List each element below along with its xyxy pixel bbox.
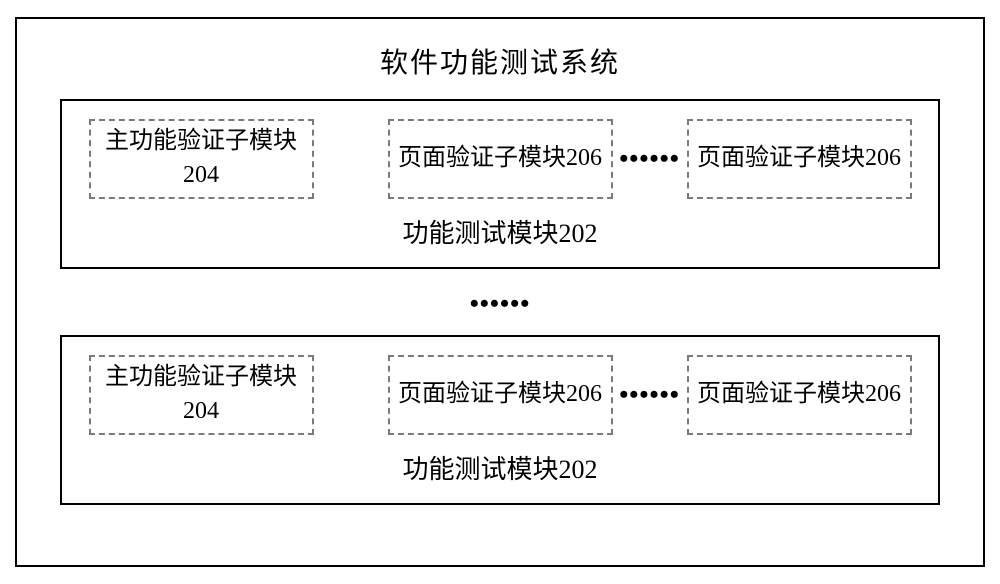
module-label: 功能测试模块202 bbox=[402, 213, 597, 250]
submodule-row: 主功能验证子模块204 页面验证子模块206 •••••• 页面验证子模块206 bbox=[62, 355, 938, 435]
ellipsis-horizontal: •••••• bbox=[613, 144, 687, 174]
system-title: 软件功能测试系统 bbox=[380, 41, 620, 81]
page-verify-submodule: 页面验证子模块206 bbox=[687, 119, 912, 199]
function-test-module: 主功能验证子模块204 页面验证子模块206 •••••• 页面验证子模块206… bbox=[60, 335, 940, 505]
system-container: 软件功能测试系统 主功能验证子模块204 页面验证子模块206 •••••• 页… bbox=[15, 17, 985, 567]
page-verify-submodule: 页面验证子模块206 bbox=[388, 119, 613, 199]
module-label: 功能测试模块202 bbox=[402, 449, 597, 486]
page-verify-submodule: 页面验证子模块206 bbox=[687, 355, 912, 435]
ellipsis-horizontal: •••••• bbox=[613, 380, 687, 410]
main-verify-submodule: 主功能验证子模块204 bbox=[89, 355, 314, 435]
ellipsis-vertical: •••••• bbox=[470, 289, 531, 319]
main-verify-submodule: 主功能验证子模块204 bbox=[89, 119, 314, 199]
function-test-module: 主功能验证子模块204 页面验证子模块206 •••••• 页面验证子模块206… bbox=[60, 99, 940, 269]
page-verify-submodule: 页面验证子模块206 bbox=[388, 355, 613, 435]
submodule-row: 主功能验证子模块204 页面验证子模块206 •••••• 页面验证子模块206 bbox=[62, 119, 938, 199]
